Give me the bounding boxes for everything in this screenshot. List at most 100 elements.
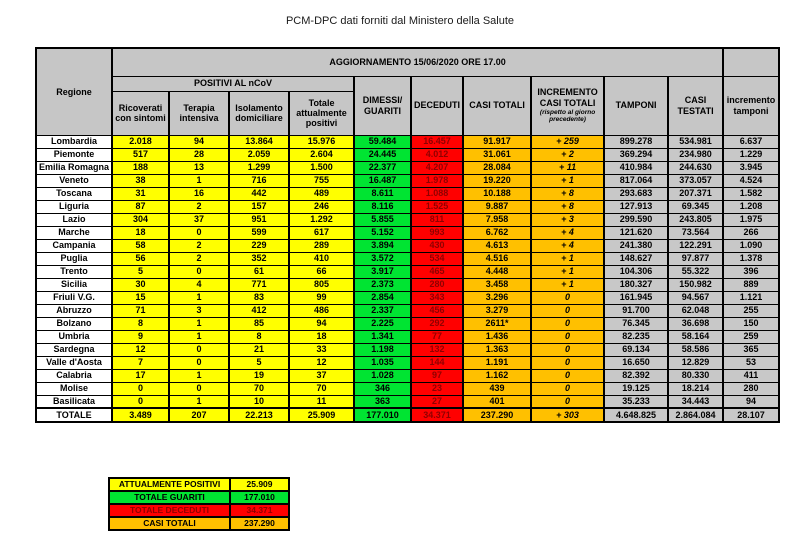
covid-regions-table: Regione AGGIORNAMENTO 15/06/2020 ORE 17.… (34, 47, 781, 423)
cell-incremento-casi: + 1 (530, 277, 606, 292)
region-name: Abruzzo (34, 303, 114, 318)
cell-casi-totali: 1.191 (462, 355, 533, 370)
cell-dimessi: 363 (353, 394, 413, 409)
cell-tamponi: 76.345 (603, 316, 670, 331)
cell-tamponi: 899.278 (603, 134, 670, 149)
cell-dimessi: 1.341 (353, 329, 413, 344)
cell-incremento-casi: + 1 (530, 173, 606, 188)
region-name: Valle d'Aosta (34, 355, 114, 370)
incremento-casi-label: INCREMENTO CASI TOTALI (537, 87, 598, 108)
cell-dimessi: 2.373 (353, 277, 413, 292)
summary-row: CASI TOTALI 237.290 (108, 516, 290, 531)
cell-terapia: 37 (168, 212, 231, 227)
summary-row: TOTALE DECEDUTI 34.371 (108, 503, 290, 518)
cell-isolamento: 599 (228, 225, 291, 240)
cell-casi-totali: 6.762 (462, 225, 533, 240)
summary-value: 34.371 (229, 503, 290, 518)
cell-deceduti: 77 (410, 329, 465, 344)
cell-isolamento: 83 (228, 290, 291, 305)
cell-terapia: 13 (168, 160, 231, 175)
cell-deceduti: 4.012 (410, 147, 465, 162)
cell-totale-positivi: 18 (288, 329, 356, 344)
cell-incremento-casi: 0 (530, 329, 606, 344)
cell-deceduti: 16.457 (410, 134, 465, 149)
cell-tamponi: 299.590 (603, 212, 670, 227)
cell-deceduti: 811 (410, 212, 465, 227)
cell-ricoverati: 2.018 (111, 134, 171, 149)
cell-totale-positivi: 1.500 (288, 160, 356, 175)
cell-casi-totali: 1.363 (462, 342, 533, 357)
cell-totale-positivi: 99 (288, 290, 356, 305)
cell-terapia: 0 (168, 225, 231, 240)
cell-incremento-tamponi: 889 (722, 277, 781, 292)
cell-terapia: 1 (168, 173, 231, 188)
cell-casi-totali: 4.516 (462, 251, 533, 266)
cell-isolamento: 5 (228, 355, 291, 370)
cell-tamponi: 16.650 (603, 355, 670, 370)
region-name: Marche (34, 225, 114, 240)
cell-totale-positivi: 94 (288, 316, 356, 331)
cell-isolamento: 716 (228, 173, 291, 188)
cell-isolamento: 1.299 (228, 160, 291, 175)
cell-incremento-tamponi: 94 (722, 394, 781, 409)
cell-deceduti: 280 (410, 277, 465, 292)
cell-incremento-casi: 0 (530, 381, 606, 396)
cell-incremento-casi: + 259 (530, 134, 606, 149)
column-header-isolamento: Isolamento domiciliare (228, 90, 291, 136)
cell-deceduti: 1.978 (410, 173, 465, 188)
table-row: Sicilia 30 4 771 805 2.373 280 3.458 + 1 180.327 1… (34, 277, 781, 292)
cell-dimessi: 24.445 (353, 147, 413, 162)
totale-label: TOTALE (34, 407, 114, 423)
cell-incremento-casi: + 303 (530, 407, 606, 423)
cell-incremento-tamponi: 1.229 (722, 147, 781, 162)
cell-incremento-casi: + 4 (530, 225, 606, 240)
cell-deceduti: 97 (410, 368, 465, 383)
cell-deceduti: 132 (410, 342, 465, 357)
cell-totale-positivi: 2.604 (288, 147, 356, 162)
cell-ricoverati: 9 (111, 329, 171, 344)
column-header-dimessi: DIMESSI/ GUARITI (353, 75, 413, 136)
cell-tamponi: 161.945 (603, 290, 670, 305)
cell-casi-totali: 2611* (462, 316, 533, 331)
table-row: Umbria 9 1 8 18 1.341 77 1.436 0 82.235 58.164 259 (34, 329, 781, 344)
cell-casi-testati: 36.698 (667, 316, 725, 331)
cell-terapia: 0 (168, 381, 231, 396)
cell-incremento-tamponi: 1.090 (722, 238, 781, 253)
region-name: Veneto (34, 173, 114, 188)
cell-ricoverati: 12 (111, 342, 171, 357)
cell-casi-totali: 10.188 (462, 186, 533, 201)
cell-casi-totali: 1.162 (462, 368, 533, 383)
region-name: Molise (34, 381, 114, 396)
cell-totale-positivi: 486 (288, 303, 356, 318)
cell-casi-testati: 58.164 (667, 329, 725, 344)
column-header-ricoverati: Ricoverati con sintomi (111, 90, 171, 136)
cell-ricoverati: 30 (111, 277, 171, 292)
cell-incremento-casi: + 2 (530, 147, 606, 162)
cell-isolamento: 442 (228, 186, 291, 201)
cell-isolamento: 8 (228, 329, 291, 344)
cell-tamponi: 293.683 (603, 186, 670, 201)
column-header-regione: Regione (34, 47, 114, 136)
cell-casi-testati: 122.291 (667, 238, 725, 253)
cell-dimessi: 3.917 (353, 264, 413, 279)
cell-casi-testati: 18.214 (667, 381, 725, 396)
cell-ricoverati: 31 (111, 186, 171, 201)
table-row: Veneto 38 1 716 755 16.487 1.978 19.220 + 1 817.0… (34, 173, 781, 188)
cell-ricoverati: 304 (111, 212, 171, 227)
cell-casi-testati: 80.330 (667, 368, 725, 383)
cell-tamponi: 241.380 (603, 238, 670, 253)
cell-totale-positivi: 246 (288, 199, 356, 214)
cell-isolamento: 61 (228, 264, 291, 279)
cell-terapia: 1 (168, 290, 231, 305)
cell-deceduti: 534 (410, 251, 465, 266)
cell-incremento-tamponi: 396 (722, 264, 781, 279)
summary-label: ATTUALMENTE POSITIVI (108, 477, 231, 492)
cell-incremento-tamponi: 53 (722, 355, 781, 370)
cell-ricoverati: 87 (111, 199, 171, 214)
cell-dimessi: 1.028 (353, 368, 413, 383)
cell-casi-testati: 94.567 (667, 290, 725, 305)
cell-casi-totali: 31.061 (462, 147, 533, 162)
cell-tamponi: 121.620 (603, 225, 670, 240)
cell-casi-testati: 207.371 (667, 186, 725, 201)
cell-deceduti: 34.371 (410, 407, 465, 423)
